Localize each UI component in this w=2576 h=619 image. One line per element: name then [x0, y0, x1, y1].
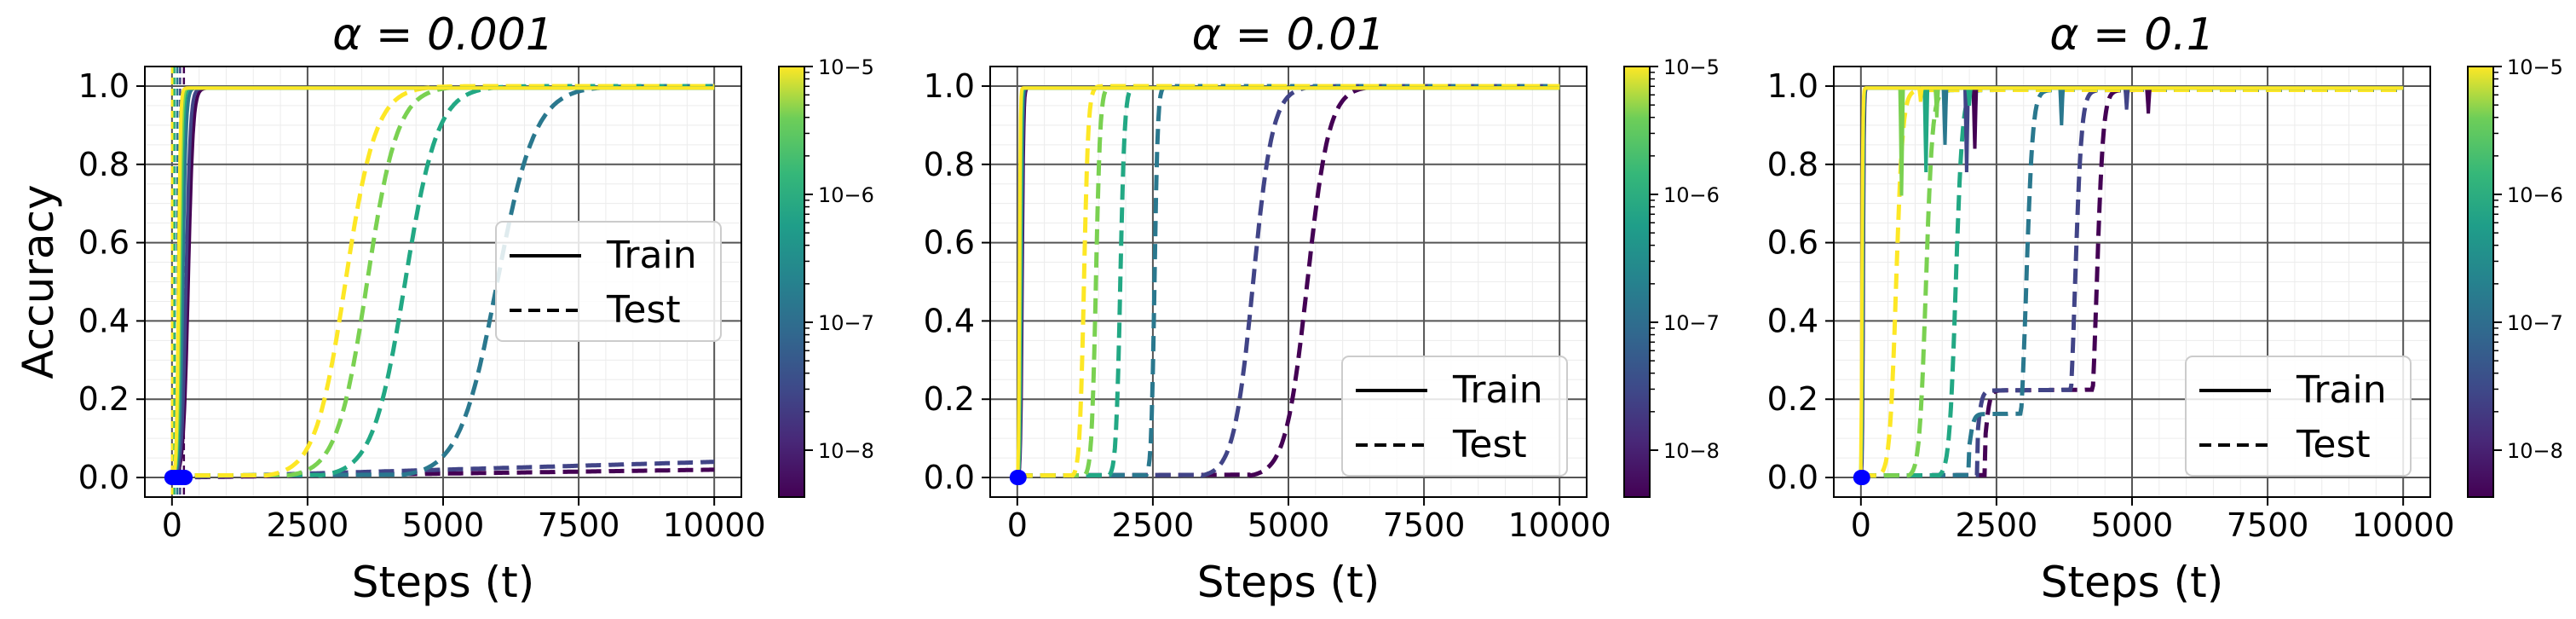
x-axis-label: Steps (t)	[2041, 558, 2223, 607]
colorbar-tick-label: 10−7	[818, 311, 874, 335]
x-axis-label: Steps (t)	[352, 558, 534, 607]
colorbar-gradient	[2467, 66, 2494, 498]
x-tick-label: 2500	[1112, 506, 1195, 544]
y-tick-label: 1.0	[924, 67, 975, 105]
test-curve	[171, 460, 715, 480]
legend: Train Test	[2185, 356, 2412, 477]
legend-test-label: Test	[606, 288, 681, 332]
y-tick-label: 0.0	[78, 459, 130, 496]
chart-title: α = 0.001	[332, 9, 554, 61]
colorbar-tick-label: 10−5	[2507, 55, 2563, 79]
train-curve	[170, 86, 715, 479]
y-tick-label: 0.8	[924, 146, 975, 183]
x-tick-label: 10000	[1508, 506, 1611, 544]
x-tick-label: 7500	[2227, 506, 2309, 544]
test-curve	[171, 84, 715, 478]
y-tick-label: 0.0	[1767, 459, 1818, 496]
y-tick-label: 0.0	[924, 459, 975, 496]
chart-title: α = 0.01	[1192, 9, 1386, 61]
chart-panel-2: 0 2500 5000 7500 10000 0.0 0.2 0.4 0.6 0.8 1.0 α = …	[924, 9, 1720, 607]
x-tick-label: 2500	[267, 506, 349, 544]
test-curve	[1017, 84, 1560, 478]
colorbar-tick-label: 10−8	[818, 439, 874, 463]
chart-title: α = 0.1	[2049, 9, 2215, 61]
legend-test-label: Test	[2296, 423, 2371, 466]
x-axis-label: Steps (t)	[1197, 558, 1380, 607]
train-curve	[1859, 86, 2404, 478]
y-tick-label: 0.8	[1767, 146, 1818, 183]
y-tick-label: 1.0	[78, 67, 130, 105]
y-tick-label: 0.2	[1767, 380, 1818, 418]
start-marker	[1011, 470, 1027, 486]
x-tick-label: 5000	[2091, 506, 2174, 544]
legend-train-label: Train	[2296, 368, 2387, 412]
y-axis-label: Accuracy	[14, 184, 63, 379]
colorbar: 10−5 10−6 10−7 10−8	[2467, 55, 2563, 498]
colorbar-tick-label: 10−6	[2507, 183, 2563, 207]
x-tick-label: 5000	[402, 506, 485, 544]
chart-panel-3: 0 2500 5000 7500 10000 0.0 0.2 0.4 0.6 0.8 1.0 α = …	[1767, 9, 2563, 607]
colorbar-tick-label: 10−6	[1663, 183, 1720, 207]
legend-train-label: Train	[1452, 368, 1543, 412]
legend-test-label: Test	[1452, 423, 1527, 466]
colorbar-tick-label: 10−8	[2507, 439, 2563, 463]
colorbar: 10−5 10−6 10−7 10−8	[1623, 55, 1720, 498]
colorbar-gradient	[778, 66, 805, 498]
test-curve	[1860, 88, 2404, 478]
colorbar-tick-label: 10−5	[818, 55, 874, 79]
colorbar-tick-label: 10−7	[2507, 311, 2563, 335]
y-tick-label: 0.2	[924, 380, 975, 418]
y-tick-label: 0.6	[1767, 224, 1818, 262]
x-tick-label: 5000	[1248, 506, 1330, 544]
colorbar-gradient	[1623, 66, 1651, 498]
colorbar-tick-label: 10−8	[1663, 439, 1720, 463]
x-tick-label: 0	[1007, 506, 1028, 544]
colorbar-tick-label: 10−5	[1663, 55, 1720, 79]
y-tick-label: 0.6	[78, 224, 130, 262]
x-tick-label: 0	[162, 506, 182, 544]
colorbar: 10−5 10−6 10−7 10−8	[778, 55, 874, 498]
x-tick-label: 0	[1851, 506, 1871, 544]
y-tick-label: 0.8	[78, 146, 130, 183]
y-tick-label: 0.2	[78, 380, 130, 418]
x-tick-label: 2500	[1956, 506, 2038, 544]
legend: Train Test	[495, 221, 722, 342]
colorbar-tick-label: 10−6	[818, 183, 874, 207]
x-tick-label: 10000	[2352, 506, 2455, 544]
y-tick-label: 0.4	[1767, 302, 1818, 339]
train-curve	[1015, 86, 1560, 478]
legend: Train Test	[1341, 356, 1568, 477]
x-tick-label: 7500	[1383, 506, 1466, 544]
start-marker	[1854, 470, 1870, 486]
colorbar-tick-label: 10−7	[1663, 311, 1720, 335]
start-marker	[177, 470, 193, 486]
x-tick-label: 10000	[663, 506, 766, 544]
y-tick-label: 1.0	[1767, 67, 1818, 105]
y-tick-label: 0.6	[924, 224, 975, 262]
y-tick-label: 0.4	[924, 302, 975, 339]
x-tick-label: 7500	[538, 506, 620, 544]
chart-panel-1: 0 2500 5000 7500 10000 0.0 0.2 0.4 0.6 0.8 1.0 α = …	[14, 9, 874, 607]
y-tick-label: 0.4	[78, 302, 130, 339]
test-curve	[171, 467, 715, 480]
legend-train-label: Train	[606, 234, 697, 277]
